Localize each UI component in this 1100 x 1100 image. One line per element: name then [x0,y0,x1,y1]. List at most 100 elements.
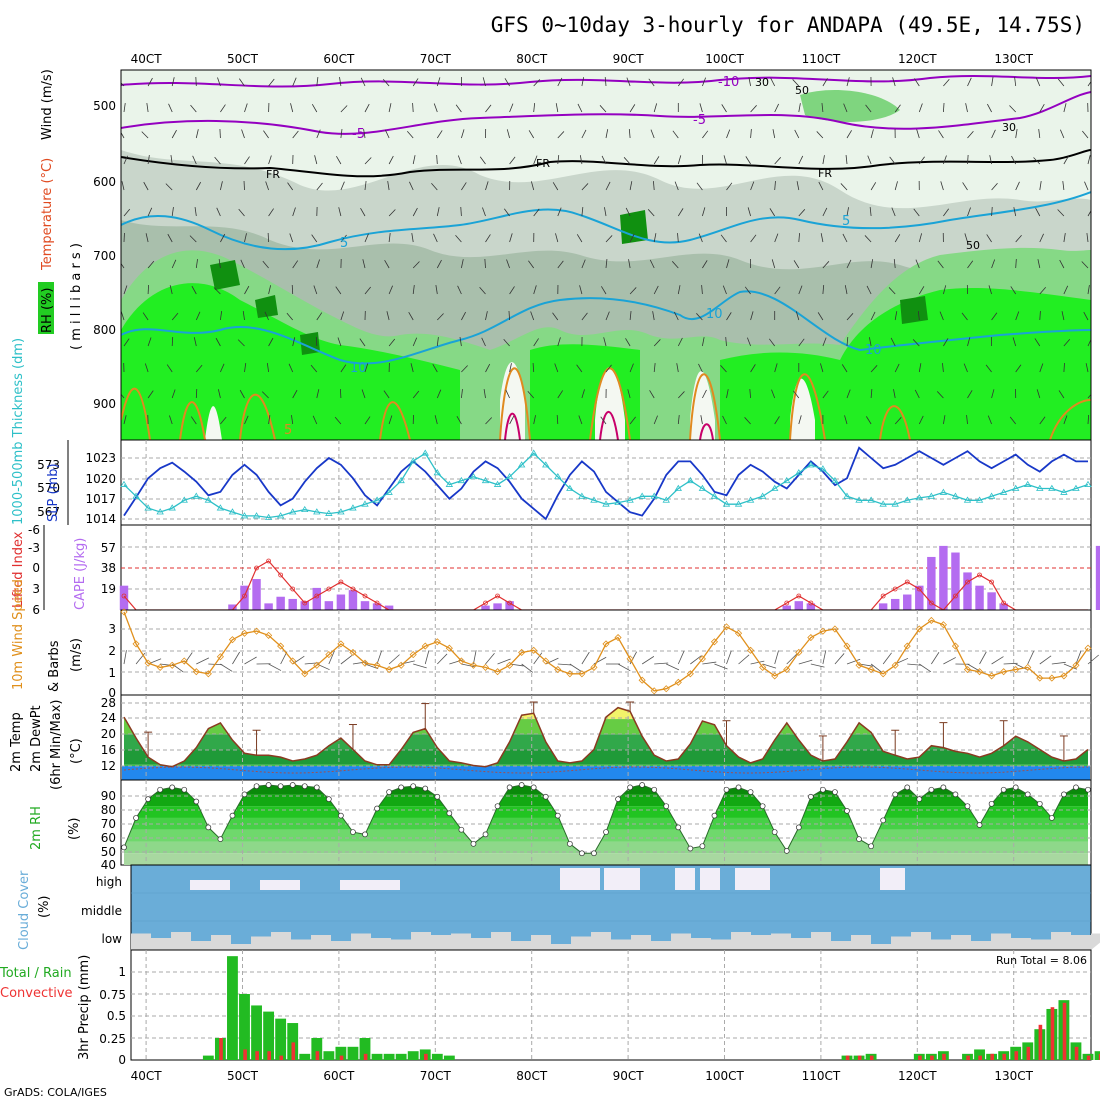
wind-barb [1033,157,1041,165]
rh-tick: 60 [101,831,116,845]
thickness-point [722,500,731,507]
wind-barb [189,235,197,243]
precip-convective-label: Convective [0,986,73,1001]
wind-barb [457,285,462,295]
wind-speed-point [1012,665,1020,674]
wind-barb [1038,129,1041,139]
wind-barb [457,155,462,165]
wind-barb [1085,363,1089,373]
wind-barb [845,155,848,165]
precip-bars [202,956,1100,1060]
thickness-point [758,492,767,499]
dewpoint-axis-label: 2m DewPt [29,705,44,772]
wind-barb [144,363,149,373]
cape-bar [264,603,273,610]
wind-barb [121,131,125,139]
pressure-tick: 700 [93,249,116,263]
x-tick-label: 110CT [802,52,841,66]
surface-wind-barb [617,663,631,672]
wind-barb [750,364,756,373]
wind-speed-point [337,640,345,648]
cloud-level-middle: middle [81,904,122,918]
wind-barb [581,389,585,399]
wind-barb [603,337,607,347]
x-tick-label: 100CT [705,52,744,66]
wind-barb [991,129,996,139]
precip-axis-label: 3hr Precip (mm) [77,955,92,1060]
wind-barb [123,103,126,113]
wind-barb [1015,364,1022,373]
lifted-index-point [314,593,320,599]
wind-barb [822,155,825,165]
wind-barb [193,337,197,347]
wind-speed-point [759,663,767,671]
wind-barb [628,128,631,139]
wind-barb [1015,181,1020,191]
precip-convective-bar [1050,1007,1055,1060]
wind-barb [1010,286,1017,295]
wind-barb [648,78,655,87]
thickness-point [939,488,948,495]
wind-barb [316,312,323,321]
wind-barb [123,338,130,347]
rh-point [386,789,392,795]
wind-barb [1087,155,1091,165]
contour-label: 50 [966,239,980,252]
wind-barb [627,389,631,399]
surface-wind-barb [388,654,400,665]
wind-barb [455,234,462,243]
lifted-index-point [278,572,284,578]
wind-speed-point [891,661,899,669]
rh-point [289,782,296,788]
wind-barb [1086,233,1089,243]
wind-barb [913,208,920,217]
wind-barb [170,155,173,165]
wind-barb [890,337,896,347]
li-tick: 6 [32,603,40,617]
wind-barb [461,389,463,399]
wind-barb [190,104,197,113]
rh-point [699,843,706,850]
wind-barb [1084,181,1089,191]
surface-wind-barb [533,652,543,665]
rh-point [759,803,766,810]
contour-label: FR [266,168,280,181]
wind-barb [312,415,318,425]
thickness-point [698,484,707,491]
precip-convective-bar [918,1055,922,1060]
wind-barb [195,181,202,191]
chart-title: GFS 0~10day 3-hourly for ANDAPA (49.5E, … [491,13,1085,37]
thickness-point [1011,484,1020,491]
thickness-point [554,472,562,480]
wind-barb [1015,311,1020,321]
thickness-point [156,508,164,515]
wind-barb [822,390,829,399]
wind-barb [506,129,510,139]
thickness-point [975,496,984,503]
cape-bar [493,603,502,610]
wind-barb [168,103,173,113]
precip-convective-bar [1038,1024,1043,1060]
surface-wind-barbs [123,650,1099,673]
wind-barb [774,233,779,243]
thickness-point [674,484,683,491]
high-cloud-gap [700,868,720,890]
wind-barb [628,259,631,269]
rh-unit-label: (%) [67,818,82,841]
wind-barb [485,417,493,425]
wind-barb [268,78,275,87]
surface-wind-barb [822,650,827,665]
pressure-tick: 500 [93,99,116,113]
wind-barb [820,233,824,243]
wind-barb [868,337,872,347]
wind-barb [190,416,197,425]
wind-barb [822,78,828,87]
lifted-index-point [254,565,259,571]
wind-barb [1015,129,1018,139]
wind-barb [774,180,776,191]
wind-barb [774,103,780,113]
wind-barb [555,103,559,113]
thickness-point [770,484,779,491]
wind-barb [918,415,924,425]
